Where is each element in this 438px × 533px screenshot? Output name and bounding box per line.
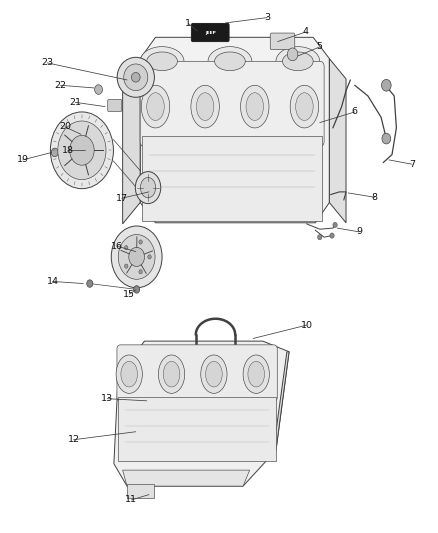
- Text: 20: 20: [59, 123, 71, 131]
- Polygon shape: [114, 341, 289, 486]
- Ellipse shape: [147, 93, 164, 120]
- Ellipse shape: [140, 177, 156, 198]
- Ellipse shape: [163, 361, 180, 387]
- Ellipse shape: [121, 361, 138, 387]
- Polygon shape: [123, 59, 140, 224]
- Ellipse shape: [215, 52, 245, 70]
- Ellipse shape: [191, 85, 219, 128]
- Ellipse shape: [131, 72, 140, 82]
- Circle shape: [330, 233, 334, 238]
- FancyBboxPatch shape: [117, 345, 277, 401]
- Circle shape: [70, 135, 94, 165]
- Circle shape: [111, 226, 162, 288]
- Text: 12: 12: [67, 435, 80, 444]
- Ellipse shape: [140, 47, 184, 76]
- Circle shape: [381, 79, 391, 91]
- Text: 13: 13: [101, 394, 113, 403]
- Circle shape: [139, 240, 142, 244]
- Text: 9: 9: [356, 228, 362, 236]
- Ellipse shape: [124, 64, 148, 91]
- Text: 17: 17: [116, 194, 128, 203]
- Text: 15: 15: [123, 290, 135, 298]
- FancyBboxPatch shape: [140, 61, 324, 147]
- Text: 5: 5: [317, 43, 323, 51]
- Ellipse shape: [248, 361, 265, 387]
- Circle shape: [118, 235, 155, 279]
- Ellipse shape: [240, 85, 269, 128]
- Text: 3: 3: [264, 13, 270, 22]
- FancyBboxPatch shape: [142, 136, 322, 221]
- Circle shape: [333, 222, 337, 228]
- Ellipse shape: [243, 355, 269, 393]
- Circle shape: [134, 286, 140, 293]
- Text: 6: 6: [352, 108, 358, 116]
- FancyBboxPatch shape: [191, 23, 229, 42]
- Text: 16: 16: [111, 242, 124, 251]
- Circle shape: [287, 48, 298, 61]
- Circle shape: [124, 264, 128, 268]
- Polygon shape: [123, 470, 250, 486]
- FancyBboxPatch shape: [108, 100, 122, 111]
- Polygon shape: [329, 59, 346, 223]
- Text: 1: 1: [185, 19, 191, 28]
- FancyBboxPatch shape: [127, 484, 154, 498]
- Ellipse shape: [116, 355, 142, 393]
- Text: 10: 10: [300, 321, 313, 329]
- Ellipse shape: [246, 93, 264, 120]
- Text: JEEP: JEEP: [205, 30, 215, 35]
- Circle shape: [87, 280, 93, 287]
- Ellipse shape: [296, 93, 313, 120]
- Text: 21: 21: [69, 98, 81, 107]
- Ellipse shape: [159, 355, 185, 393]
- Text: 7: 7: [409, 160, 415, 168]
- Ellipse shape: [196, 93, 214, 120]
- Circle shape: [51, 148, 58, 157]
- Ellipse shape: [141, 85, 170, 128]
- Circle shape: [148, 255, 151, 259]
- Text: 18: 18: [62, 146, 74, 155]
- Polygon shape: [274, 352, 289, 450]
- Ellipse shape: [135, 172, 161, 204]
- Circle shape: [58, 121, 106, 180]
- Circle shape: [318, 235, 322, 240]
- Ellipse shape: [276, 47, 320, 76]
- Circle shape: [129, 247, 145, 266]
- Text: 11: 11: [125, 496, 138, 504]
- Text: 23: 23: [41, 59, 53, 67]
- Ellipse shape: [290, 85, 318, 128]
- Text: 4: 4: [303, 28, 309, 36]
- Ellipse shape: [117, 58, 154, 98]
- Ellipse shape: [205, 361, 222, 387]
- Ellipse shape: [147, 52, 177, 70]
- Ellipse shape: [283, 52, 313, 70]
- Ellipse shape: [201, 355, 227, 393]
- Circle shape: [95, 85, 102, 94]
- Ellipse shape: [208, 47, 252, 76]
- Circle shape: [124, 246, 128, 250]
- Circle shape: [50, 112, 113, 189]
- Text: 19: 19: [17, 156, 29, 164]
- Text: 14: 14: [46, 277, 59, 286]
- Circle shape: [382, 133, 391, 144]
- Text: 8: 8: [371, 193, 378, 201]
- Polygon shape: [140, 37, 329, 223]
- FancyBboxPatch shape: [118, 397, 276, 461]
- FancyBboxPatch shape: [270, 33, 295, 50]
- Text: 22: 22: [54, 81, 67, 90]
- Circle shape: [139, 270, 142, 274]
